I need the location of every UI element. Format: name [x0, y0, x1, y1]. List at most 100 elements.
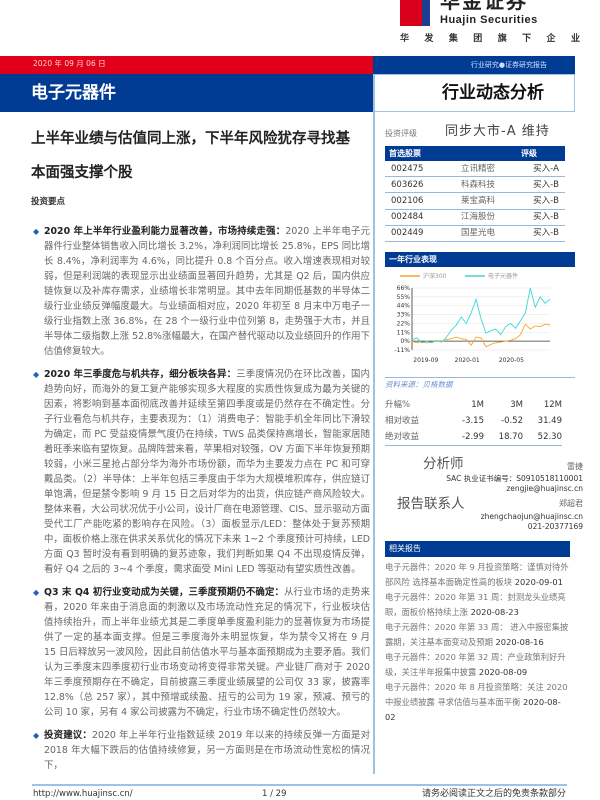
related-reports-list: 电子元器件：2020 年 9 月投资策略：谨慎对待外部风险 选择基本面确定性高的… [385, 560, 569, 725]
related-report[interactable]: 电子元器件：2020 年第 31 周：封测龙头业绩亮眼，面板价格持续上涨 202… [385, 590, 569, 620]
doc-type-bar: 行业研究●证券研究报告 [373, 56, 575, 74]
report-title[interactable]: 电子元器件：2020 年 9 月投资策略：谨慎对待外部风险 选择基本面确定性高的… [385, 562, 569, 587]
stock-rating: 买入-B [533, 212, 559, 223]
row-label: 相对收益 [385, 416, 420, 426]
stock-code: 603626 [391, 179, 424, 190]
y-tick-label: 11% [397, 329, 411, 336]
legend-label: 沪深300 [423, 272, 447, 280]
header-cell: 升幅% [385, 400, 411, 410]
legend-label: 电子元器件 [488, 272, 518, 280]
rating-label: 投资评级 [385, 129, 417, 138]
table-row: 002475 立讯精密 买入-A [385, 161, 565, 178]
bullet-body: 从行业市场的走势来看，2020 年来由于消息面的刺激以及市场流动性充足的情况下，… [44, 587, 370, 718]
table-row: 603626 科森科技 买入-B [385, 177, 565, 194]
bullet-paragraph: ◆ 2020 年上半年行业盈利能力显著改善，市场持续走强：2020 上半年电子元器… [33, 224, 371, 359]
header-rating: 评级 [521, 148, 537, 158]
related-report[interactable]: 电子元器件：2020 年 8 月投资策略：关注 2020 中报业绩披露 寻求估值… [385, 680, 569, 725]
analyst-block: 分析师 雷捷 SAC 执业证书编号：S0910518110001 zengjie… [385, 455, 583, 535]
divider [385, 377, 575, 378]
page-number: 1 / 29 [262, 789, 287, 799]
date-bar [0, 56, 373, 74]
bullet-body: 2020 年上半年行业指数延续 2019 年以来的持续反弹一方面是对 2018 … [44, 730, 370, 771]
slogan-char: 业 [570, 34, 580, 44]
table-header: 首选股票 评级 [385, 146, 565, 161]
cell: -2.99 [462, 432, 484, 442]
stock-name: 江海股份 [461, 212, 496, 223]
logo-mark-red [400, 0, 422, 26]
logo-name-en: Huajin Securities [440, 14, 538, 26]
slogan-char: 发 [424, 34, 434, 44]
stock-name: 国星光电 [461, 228, 496, 239]
related-report[interactable]: 电子元器件：2020 年第 33 周： 进入中报密集披露期，关注基本面变动及预期… [385, 620, 569, 650]
industry-performance-chart: 沪深300 电子元器件 -11% 0% 11% 22%33% 44% 55% 66% 2019-0… [394, 272, 551, 364]
report-title[interactable]: 电子元器件：2020 年第 32 周：产业政策利好升级，关注半年报集中披露 [385, 652, 566, 677]
data-source: 资料来源：贝格数据 [385, 380, 453, 389]
table-row: 相对收益 -3.15 -0.52 31.49 [385, 413, 562, 429]
footer-divider [32, 784, 567, 786]
disclaimer-note: 请务必阅读正文之后的免责条款部分 [421, 789, 566, 799]
perf-section-title: 一年行业表现 [385, 252, 575, 267]
sector-bar [0, 74, 373, 112]
table-row: 绝对收益 -2.99 18.70 52.30 [385, 429, 562, 445]
slogan-char: 企 [546, 34, 556, 44]
report-title[interactable]: 电子元器件：2020 年第 33 周： 进入中报密集披露期，关注基本面变动及预期 [385, 622, 569, 647]
stock-rating: 买入-B [533, 179, 559, 190]
rating-row: 投资评级 同步大市-A 维持 [385, 124, 565, 142]
diamond-bullet-icon: ◆ [33, 370, 40, 379]
stock-rating: 买入-A [533, 163, 559, 174]
diamond-bullet-icon: ◆ [33, 731, 40, 740]
y-tick-label: 33% [397, 312, 411, 319]
stock-code: 002475 [391, 163, 424, 174]
contact-phone: 021-20377169 [527, 522, 583, 531]
header-cell: 1M [471, 400, 484, 410]
related-report[interactable]: 电子元器件：2020 年 9 月投资策略：谨慎对待外部风险 选择基本面确定性高的… [385, 560, 569, 590]
diamond-bullet-icon: ◆ [33, 227, 40, 236]
bullet-lead: Q3 末 Q4 初行业变动成为关键，三季度预期仍不确定： [44, 587, 285, 598]
bullet-body: 三季度情况仍在环比改善，国内趋势向好，而海外的复工复产能够实现多大程度的实质性恢… [44, 369, 370, 575]
table-row: 002484 江海股份 买入-B [385, 210, 565, 226]
bullet-lead: 2020 年三季度危与机共存，细分板块各异： [44, 369, 237, 380]
doc-type: 行业研究●证券研究报告 [470, 61, 547, 69]
analyst-sac: SAC 执业证书编号：S0910518110001 [446, 474, 583, 483]
stock-rating: 买入-B [533, 228, 559, 239]
cell: 31.49 [537, 416, 562, 426]
row-label: 绝对收益 [385, 432, 420, 442]
bullet-lead: 2020 年上半年行业盈利能力显著改善，市场持续走强： [44, 226, 286, 237]
report-title[interactable]: 电子元器件：2020 年 8 月投资策略：关注 2020 中报业绩披露 寻求估值… [385, 682, 568, 707]
slogan-char: 华 [400, 34, 410, 44]
bullet-paragraph: ◆ 投资建议：2020 年上半年行业指数延续 2019 年以来的持续反弹一方面是对… [33, 728, 370, 773]
report-date: 2020-09-01 [514, 577, 563, 587]
footer-url[interactable]: http://www.huajinsc.cn/ [33, 789, 133, 799]
related-reports-title: 相关报告 [385, 541, 570, 557]
contact-label: 报告联系人 [397, 496, 465, 512]
y-tick-label: -11% [394, 347, 410, 354]
logo-mark-blue [422, 0, 430, 26]
cell: 18.70 [498, 432, 523, 442]
key-points-title: 投资要点 [31, 197, 66, 207]
bullet-paragraph: ◆ Q3 末 Q4 初行业变动成为关键，三季度预期仍不确定：从行业市场的走势来看，… [33, 585, 370, 720]
sector-title: 电子元器件 [31, 83, 116, 103]
contact-email[interactable]: zhengchaojun@huajinsc.cn [480, 512, 583, 521]
stock-code: 002449 [391, 228, 424, 239]
series-line [411, 287, 551, 344]
diamond-bullet-icon: ◆ [33, 588, 40, 597]
x-tick-label: 2019-09 [413, 357, 438, 364]
report-kind: 行业动态分析 [442, 83, 544, 103]
slogan-char: 下 [522, 34, 532, 44]
report-title[interactable]: 电子元器件：2020 年第 31 周：封测龙头业绩亮眼，面板价格持续上涨 [385, 592, 566, 617]
table-row: 002449 国星光电 买入-B [385, 226, 565, 242]
bullet-body: 2020 上半年电子元器件行业整体销售收入同比增长 3.2%，净利润同比增长 2… [44, 226, 371, 357]
cell: -0.52 [501, 416, 523, 426]
analyst-email[interactable]: zengjie@huajinsc.cn [506, 484, 583, 493]
related-report[interactable]: 电子元器件：2020 年第 32 周：产业政策利好升级，关注半年报集中披露 20… [385, 650, 569, 680]
table-header: 升幅% 1M 3M 12M [385, 397, 562, 413]
body-text: ◆ 2020 年上半年行业盈利能力显著改善，市场持续走强：2020 上半年电子元器… [33, 224, 371, 781]
analyst-label: 分析师 [423, 456, 464, 472]
report-date: 2020-08-09 [478, 667, 528, 677]
stock-code: 002484 [391, 212, 424, 223]
cell: -3.15 [462, 416, 484, 426]
x-tick-label: 2020-05 [499, 357, 524, 364]
header-cell: 12M [543, 400, 562, 410]
report-date: 2020-08-02 [385, 697, 561, 722]
x-tick-label: 2020-01 [455, 357, 480, 364]
